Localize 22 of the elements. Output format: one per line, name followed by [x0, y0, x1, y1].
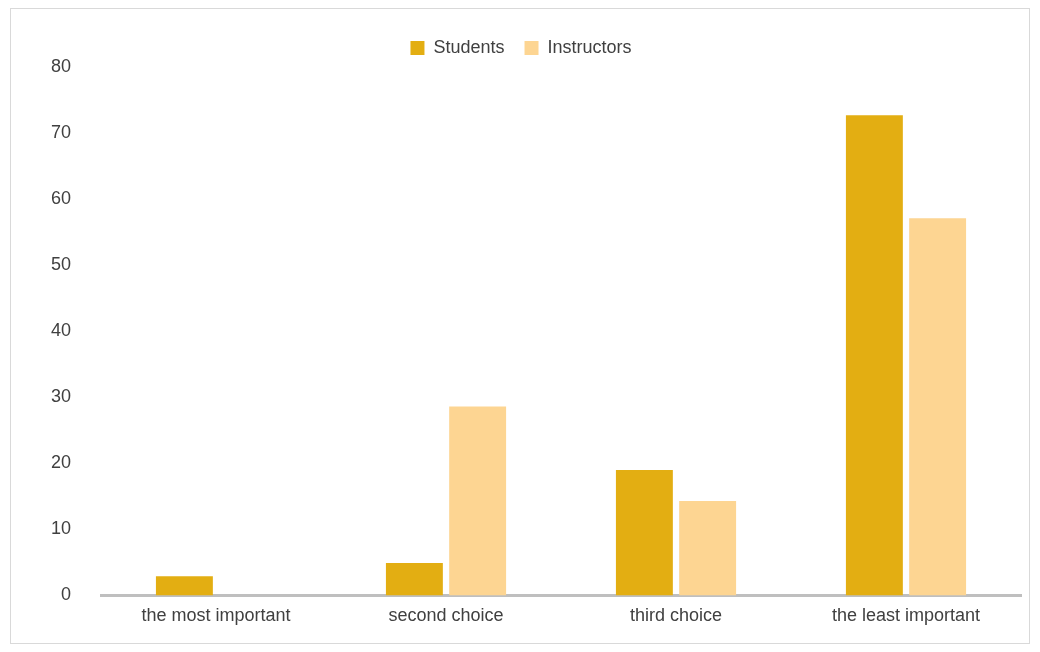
y-tick-label: 80 [50, 55, 72, 76]
bar [909, 218, 967, 596]
y-tick-label: 60 [50, 188, 72, 209]
y-tick-label: 70 [50, 122, 72, 143]
x-tick-label: second choice [388, 605, 504, 626]
x-tick-label: the most important [141, 605, 291, 626]
bar [449, 406, 507, 596]
y-tick-label: 50 [50, 254, 72, 275]
bar [845, 115, 903, 596]
bar [615, 469, 673, 596]
legend-label: Students [433, 36, 505, 57]
bar [679, 500, 737, 596]
legend-label: Instructors [547, 36, 632, 57]
bar [155, 576, 213, 596]
y-tick-label: 30 [50, 386, 72, 407]
y-tick-label: 10 [50, 518, 72, 539]
y-tick-label: 40 [50, 320, 72, 341]
x-tick-label: the least important [831, 605, 981, 626]
bar [385, 563, 443, 596]
y-tick-label: 0 [61, 584, 72, 605]
y-tick-label: 20 [50, 452, 72, 473]
x-tick-label: third choice [629, 605, 723, 626]
